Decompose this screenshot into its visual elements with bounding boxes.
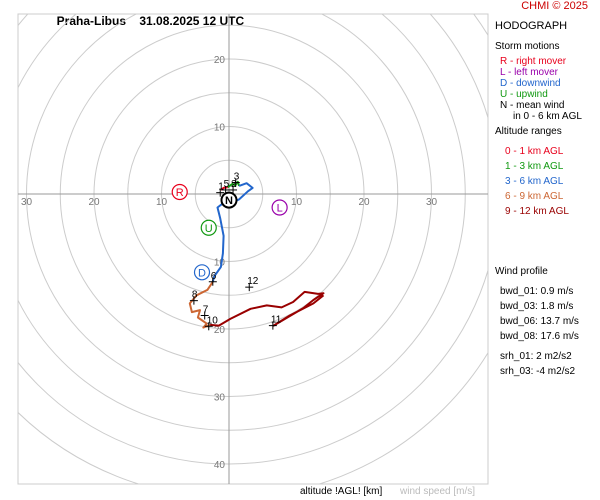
altitude-range-item: 0 - 1 km AGL xyxy=(505,146,564,157)
height-label: 12 xyxy=(247,276,259,287)
chart-title: Praha-Libus 31.08.2025 12 UTC xyxy=(50,0,244,28)
storm-marker-circle xyxy=(193,264,211,281)
height-label: 10 xyxy=(207,315,219,326)
wind-profile-title: Wind profile xyxy=(495,266,548,277)
y-tick-label: 30 xyxy=(214,393,226,404)
wind-speed-label: wind speed [m/s] xyxy=(400,486,476,497)
x-tick-label: 10 xyxy=(291,197,303,208)
height-label: 5 xyxy=(224,179,230,190)
storm-marker-label: D xyxy=(198,267,206,279)
series-line xyxy=(188,281,214,329)
grid-ring xyxy=(18,14,488,465)
storm-marker-circle xyxy=(220,191,238,209)
x-tick-label: 30 xyxy=(21,197,33,208)
altitude-range-item: 3 - 6 km AGL xyxy=(505,176,564,187)
series-line xyxy=(227,180,241,189)
storm-marker-label: U xyxy=(205,223,213,235)
storm-marker-label: N xyxy=(225,195,233,207)
height-label: 6 xyxy=(211,271,217,282)
height-label: 3 xyxy=(234,172,240,183)
storm-marker-circle xyxy=(171,183,188,201)
grid-ring xyxy=(18,14,488,484)
series-line xyxy=(210,290,325,327)
x-tick-label: 10 xyxy=(156,197,168,208)
storm-motion-item: R - right mover xyxy=(500,56,567,67)
wind-profile-item: bwd_08: 17.6 m/s xyxy=(500,331,579,342)
datetime: 31.08.2025 12 UTC xyxy=(139,14,245,28)
wind-profile-item: srh_03: -4 m2/s2 xyxy=(500,366,576,377)
storm-motions-title: Storm motions xyxy=(495,41,560,52)
height-label: 2 xyxy=(231,179,237,190)
y-tick-label: 10 xyxy=(214,258,226,269)
y-tick-label: 10 xyxy=(214,123,226,134)
series-line xyxy=(220,186,228,191)
storm-motion-item: D - downwind xyxy=(500,78,561,89)
height-label: 11 xyxy=(271,315,282,326)
y-tick-label: 40 xyxy=(214,460,226,471)
copyright: CHMI © 2025 xyxy=(521,0,588,12)
x-tick-label: 20 xyxy=(358,197,370,208)
storm-marker-label: L xyxy=(277,203,283,215)
storm-marker-circle xyxy=(200,219,217,236)
altitude-range-item: 1 - 3 km AGL xyxy=(505,161,564,172)
altitude-label: altitude !AGL! [km] xyxy=(300,486,383,497)
grid-ring xyxy=(18,14,466,431)
storm-motion-item: L - left mover xyxy=(500,67,558,78)
grid xyxy=(18,14,488,484)
height-label: 1 xyxy=(218,182,224,193)
storm-markers: R L U D N xyxy=(171,183,288,281)
x-tick-label: 30 xyxy=(426,197,438,208)
plot-frame xyxy=(17,13,489,485)
x-tick-label: 20 xyxy=(88,197,100,208)
height-label: 7 xyxy=(203,305,209,316)
wind-profile-item: srh_01: 2 m2/s2 xyxy=(500,351,572,362)
storm-motion-item: in 0 - 6 km AGL xyxy=(513,111,582,122)
altitude-range-item: 6 - 9 km AGL xyxy=(505,191,564,202)
storm-marker-circle xyxy=(271,199,288,216)
station-name: Praha-Libus xyxy=(56,14,127,28)
wind-profile-item: bwd_01: 0.9 m/s xyxy=(500,286,574,297)
wind-profile-item: bwd_06: 13.7 m/s xyxy=(500,316,579,327)
wind-profile-item: bwd_03: 1.8 m/s xyxy=(500,301,574,312)
y-tick-label: 20 xyxy=(214,325,226,336)
height-label: 8 xyxy=(192,290,198,301)
series-line xyxy=(211,182,254,283)
altitude-range-item: 9 - 12 km AGL xyxy=(505,206,569,217)
storm-motion-item: U - upwind xyxy=(500,89,548,100)
y-tick-label: 20 xyxy=(214,55,226,66)
altitude-ranges-title: Altitude ranges xyxy=(495,126,562,137)
wind-series xyxy=(188,180,325,329)
storm-motion-item: N - mean wind xyxy=(500,100,565,111)
storm-marker-label: R xyxy=(176,187,184,199)
panel-title: HODOGRAPH xyxy=(495,20,568,32)
